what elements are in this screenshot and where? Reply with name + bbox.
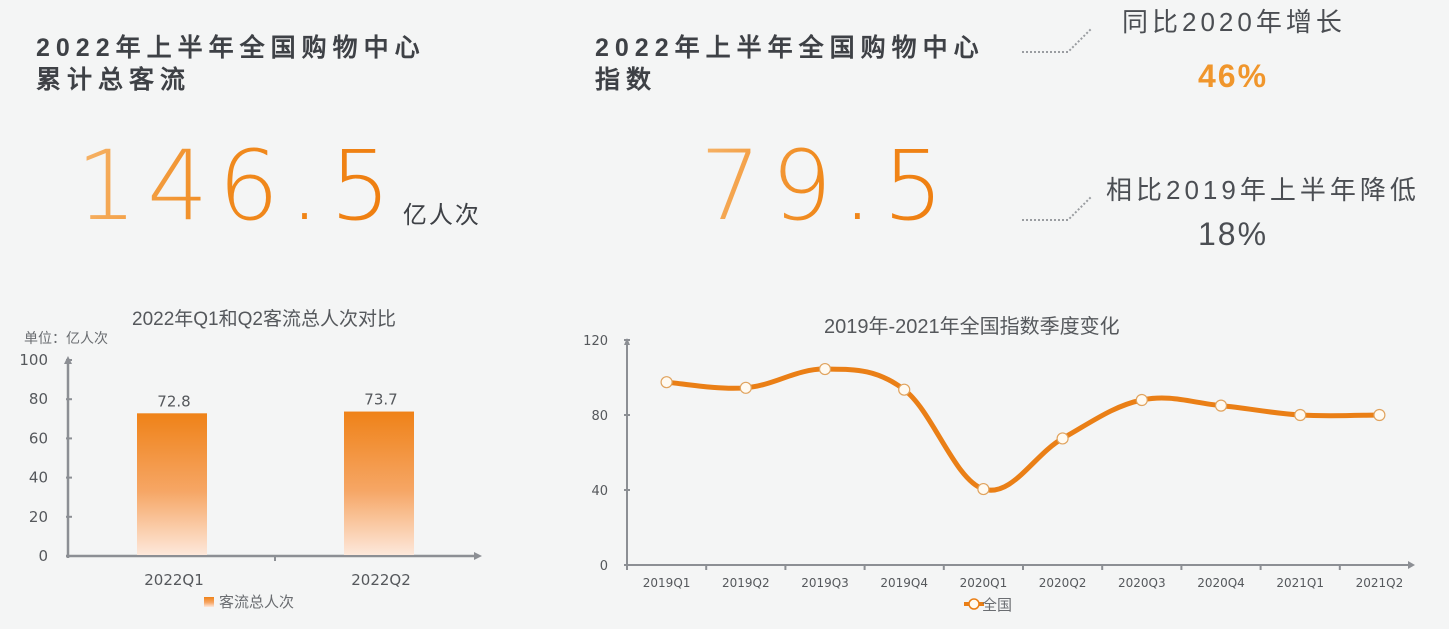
line-y-tick-label: 40 [591,484,608,499]
left-title-line1: 2022年上半年全国购物中心 [36,34,426,62]
bar-data-label: 72.8 [157,392,190,410]
line-point-2019Q1 [660,376,673,389]
bar-y-tick-label: 20 [29,508,48,526]
line-point-2020Q3 [1135,393,1148,407]
line-x-tick-label: 2021Q1 [1276,576,1324,590]
line-x-tick-label: 2019Q3 [801,576,849,590]
right-panel-title: 2022年上半年全国购物中心 指数 [595,32,985,96]
bar-y-axis-ticks: 0 20 40 60 80 100 [19,351,72,565]
line-x-axis-ticks: 2019Q1 2019Q2 2019Q3 2019Q4 2020Q1 2020Q2 2020… [626,565,1404,590]
line-y-tick-label: 80 [591,409,608,424]
line-x-tick-label: 2019Q1 [643,576,691,590]
line-legend-label: 全国 [982,596,1012,614]
total-traffic-value: 146.5 [76,130,401,242]
line-x-tick-label: 2019Q4 [880,576,928,590]
line-x-tick-label: 2020Q2 [1039,576,1087,590]
callout-top-label: 同比2020年增长 [1122,7,1346,37]
callout-top-value: 46% [1198,58,1269,94]
line-x-tick-label: 2019Q2 [722,576,770,590]
bar-chart: 0 20 40 60 80 100 72.8 2022Q1 73.7 2022Q2 客流总人次 [19,351,482,611]
line-x-tick-label: 2021Q2 [1356,576,1404,590]
line-point-2019Q2 [739,381,752,394]
bar-legend-label: 客流总人次 [219,593,294,611]
line-series-path [664,366,1382,493]
line-point-2020Q1 [977,482,990,496]
left-title-line2: 累计总客流 [36,66,192,94]
line-x-tick-label: 2020Q1 [960,576,1008,590]
bar-x-tick-label: 2022Q1 [144,571,204,589]
bar-data-label: 73.7 [364,391,397,409]
leader-line-bottom [1022,195,1093,221]
left-panel-title: 2022年上半年全国购物中心 累计总客流 [36,32,426,96]
bar-y-tick-label: 0 [38,547,48,565]
right-title-line2: 指数 [595,66,658,94]
total-traffic-figure: 146.5 亿人次 [76,136,481,236]
bar-y-tick-label: 60 [29,429,48,447]
line-x-tick-label: 2020Q3 [1118,576,1166,590]
callout-bottom-value: 18% [1198,216,1269,252]
line-series-markers [660,362,1386,496]
line-y-tick-label: 0 [600,559,608,574]
line-chart-title: 2019年-2021年全国指数季度变化 [824,316,1120,338]
bar-chart-title: 2022年Q1和Q2客流总人次对比 [132,309,396,330]
line-y-axis-ticks: 0 40 80 120 [583,334,630,574]
callout-bottom-label: 相比2019年上半年降低 [1106,175,1420,205]
leader-line-top [1022,27,1093,53]
right-title-line1: 2022年上半年全国购物中心 [595,34,985,62]
bar-y-tick-label: 100 [19,351,48,369]
bar-chart-unit-label: 单位：亿人次 [24,330,108,346]
line-point-2020Q4 [1214,399,1228,412]
index-value: 79.5 [700,130,954,242]
line-point-2019Q3 [818,362,832,376]
bar-y-tick-label: 80 [29,390,48,408]
bar-2022Q2 [344,411,414,555]
bar-legend-swatch [204,597,214,607]
index-figure: 79.5 [700,136,954,236]
line-point-2019Q4 [898,383,911,396]
bar-2022Q1 [137,413,207,555]
line-point-2021Q1 [1294,408,1307,422]
line-point-2020Q2 [1056,432,1069,445]
bar-y-tick-label: 40 [29,469,48,487]
line-y-tick-label: 120 [583,334,608,349]
bar-series: 72.8 2022Q1 73.7 2022Q2 [137,391,414,589]
total-traffic-unit: 亿人次 [402,202,481,229]
bar-x-tick-label: 2022Q2 [351,571,411,589]
line-x-tick-label: 2020Q4 [1197,576,1245,590]
line-point-2021Q2 [1373,408,1386,422]
